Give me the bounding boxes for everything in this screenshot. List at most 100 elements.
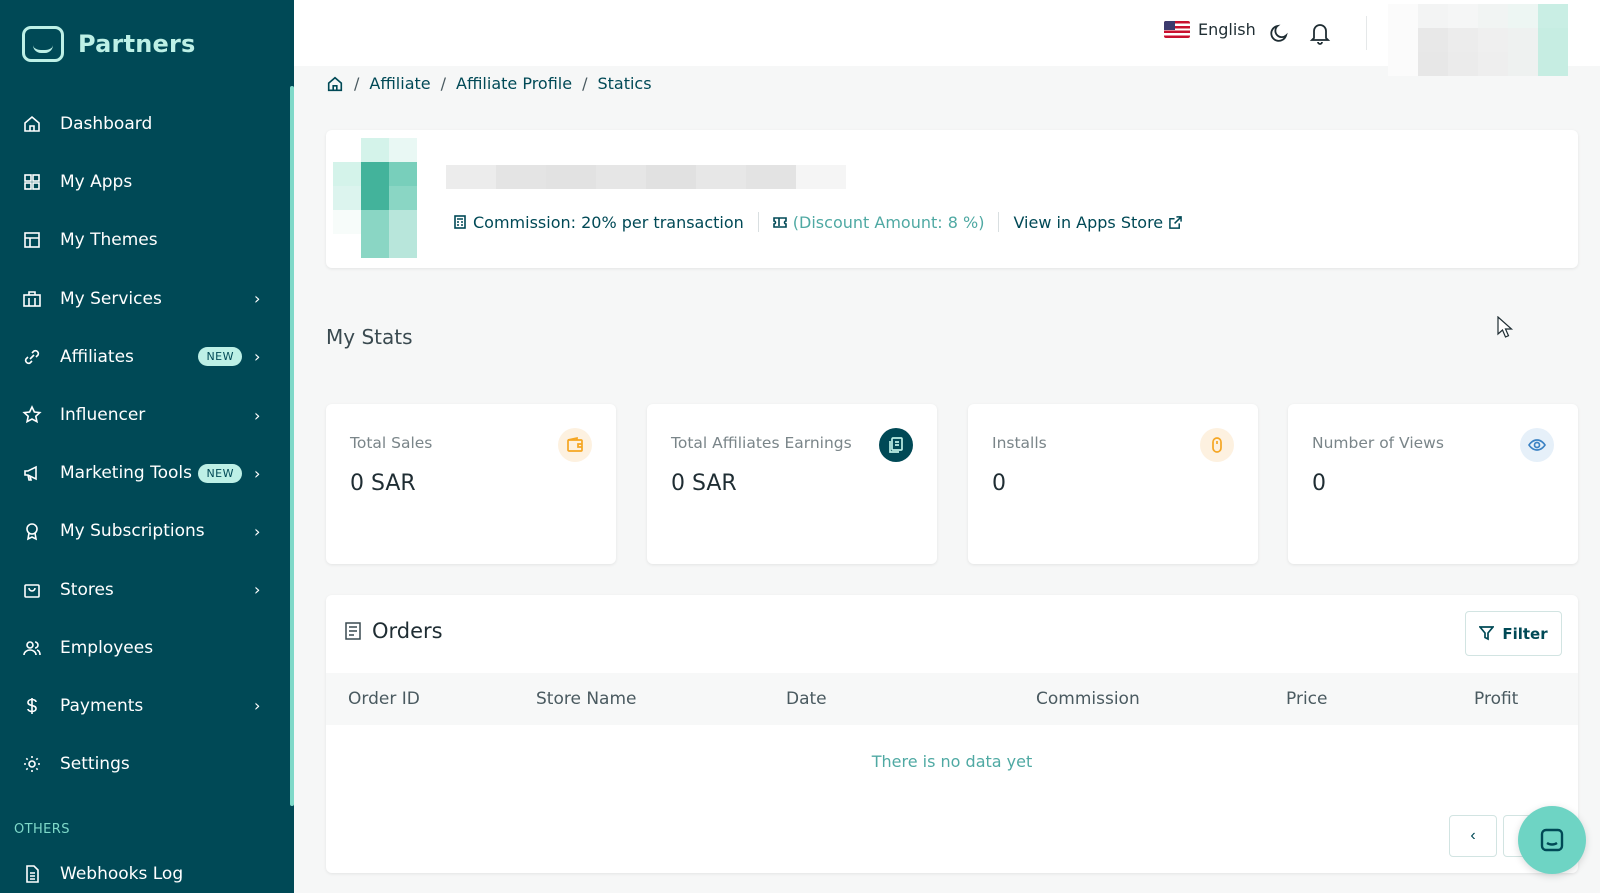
filter-button[interactable]: Filter	[1465, 611, 1562, 656]
sidebar-item-label: Marketing Tools	[60, 463, 193, 484]
discount-text: (Discount Amount: 8 %)	[792, 212, 985, 232]
sidebar-item-label: Settings	[60, 754, 130, 775]
stat-card-total-sales: Total Sales 0 SAR	[326, 404, 616, 564]
copy-icon	[879, 428, 913, 462]
ticket-icon	[772, 215, 787, 229]
grid-icon	[22, 172, 42, 192]
sidebar-item-label: Stores	[60, 579, 114, 600]
orders-title-label: Orders	[372, 619, 443, 643]
breadcrumb-affiliate-profile[interactable]: Affiliate Profile	[456, 74, 573, 93]
new-badge: NEW	[198, 347, 242, 367]
building-icon	[22, 289, 42, 309]
sidebar-item-influencer[interactable]: Influencer ›	[0, 386, 290, 444]
mouse-icon	[1200, 428, 1234, 462]
stat-label: Number of Views	[1312, 434, 1444, 452]
sidebar-item-my-apps[interactable]: My Apps	[0, 153, 290, 211]
orders-table-header: Order ID Store Name Date Commission Pric…	[326, 673, 1578, 725]
layout-icon	[22, 230, 42, 250]
megaphone-icon	[22, 463, 42, 483]
breadcrumb-separator: /	[354, 74, 360, 93]
sidebar-item-label: Affiliates	[60, 346, 134, 367]
chevron-right-icon: ›	[254, 405, 261, 425]
sidebar-item-my-services[interactable]: My Services ›	[0, 270, 290, 328]
pagination-prev-button[interactable]: ‹	[1449, 815, 1497, 857]
sidebar-item-stores[interactable]: Stores ›	[0, 561, 290, 619]
header-divider	[1366, 16, 1367, 50]
language-label: English	[1198, 20, 1256, 39]
sidebar-item-label: Webhooks Log	[60, 864, 184, 884]
sidebar-item-my-themes[interactable]: My Themes	[0, 211, 290, 269]
link-icon	[22, 347, 42, 367]
orders-title: Orders	[344, 619, 443, 643]
chevron-right-icon: ›	[254, 521, 261, 541]
commission-text: Commission: 20% per transaction	[473, 212, 744, 232]
my-stats-title: My Stats	[326, 325, 413, 349]
breadcrumb-separator: /	[440, 74, 447, 93]
breadcrumb-statics: Statics	[597, 74, 652, 93]
mouse-cursor-icon	[1497, 316, 1514, 338]
file-icon	[22, 864, 42, 884]
stat-label: Total Affiliates Earnings	[671, 434, 852, 452]
chevron-left-icon: ‹	[1470, 827, 1476, 844]
stat-label: Installs	[992, 434, 1047, 452]
sidebar-item-marketing-tools[interactable]: Marketing Tools NEW ›	[0, 444, 290, 502]
app-logo	[333, 138, 445, 258]
stat-card-installs: Installs 0	[968, 404, 1258, 564]
empty-state-message: There is no data yet	[871, 752, 1033, 771]
stat-value: 0 SAR	[350, 471, 416, 496]
sidebar-item-affiliates[interactable]: Affiliates NEW ›	[0, 328, 290, 386]
chat-launcher-button[interactable]	[1518, 806, 1586, 874]
moon-icon[interactable]	[1269, 22, 1291, 44]
sidebar-item-label: My Services	[60, 288, 162, 309]
breadcrumb-separator: /	[582, 74, 588, 93]
brand-logo[interactable]: Partners	[22, 26, 196, 62]
home-icon	[22, 114, 42, 134]
sidebar-item-settings[interactable]: Settings	[0, 735, 290, 793]
divider	[998, 212, 1000, 232]
sidebar-nav: Dashboard My Apps My Themes My Services …	[0, 95, 290, 793]
eye-icon	[1520, 428, 1554, 462]
language-switcher[interactable]: English	[1164, 20, 1256, 39]
breadcrumb-affiliate[interactable]: Affiliate	[369, 74, 431, 93]
sidebar-scrollbar[interactable]	[290, 86, 294, 806]
avatar[interactable]	[1388, 4, 1568, 76]
column-header-store-name: Store Name	[536, 689, 637, 709]
stat-card-total-affiliates-earnings: Total Affiliates Earnings 0 SAR	[647, 404, 937, 564]
column-header-order-id: Order ID	[348, 689, 420, 709]
receipt-icon	[345, 622, 361, 640]
home-icon[interactable]	[326, 75, 344, 93]
chevron-right-icon: ›	[254, 463, 261, 483]
sidebar-item-my-subscriptions[interactable]: My Subscriptions ›	[0, 502, 290, 560]
affiliate-profile-card: Commission: 20% per transaction (Discoun…	[326, 130, 1578, 268]
new-badge: NEW	[198, 463, 242, 483]
sidebar-item-label: Influencer	[60, 405, 146, 426]
stat-value: 0	[992, 471, 1006, 496]
divider	[757, 212, 759, 232]
top-header: English	[294, 0, 1600, 76]
column-header-date: Date	[786, 689, 827, 709]
sidebar-item-employees[interactable]: Employees	[0, 619, 290, 677]
stat-value: 0	[1312, 471, 1326, 496]
sidebar: Partners Dashboard My Apps My Themes My …	[0, 0, 294, 893]
sidebar-item-dashboard[interactable]: Dashboard	[0, 95, 290, 153]
stat-value: 0 SAR	[671, 471, 737, 496]
partners-logo-icon	[22, 26, 64, 62]
chevron-right-icon: ›	[254, 347, 261, 367]
award-icon	[22, 521, 42, 541]
sidebar-item-label: Dashboard	[60, 114, 153, 135]
view-in-apps-store-link[interactable]: View in Apps Store	[1013, 213, 1182, 232]
sidebar-item-webhooks-log[interactable]: Webhooks Log	[22, 864, 183, 884]
users-icon	[22, 638, 42, 658]
filter-icon	[1479, 626, 1495, 641]
sidebar-item-payments[interactable]: Payments ›	[0, 677, 290, 735]
wallet-icon	[558, 428, 592, 462]
column-header-profit: Profit	[1474, 689, 1519, 709]
column-header-commission: Commission	[1036, 689, 1140, 709]
chevron-right-icon: ›	[254, 696, 261, 716]
orders-card: Orders Filter Order ID Store Name Date C…	[326, 595, 1578, 873]
bell-icon[interactable]	[1309, 21, 1331, 45]
commission-info-row: Commission: 20% per transaction (Discoun…	[453, 212, 1182, 232]
chevron-right-icon: ›	[254, 580, 261, 600]
sidebar-item-label: Employees	[60, 637, 154, 658]
sidebar-item-label: My Subscriptions	[60, 521, 205, 542]
